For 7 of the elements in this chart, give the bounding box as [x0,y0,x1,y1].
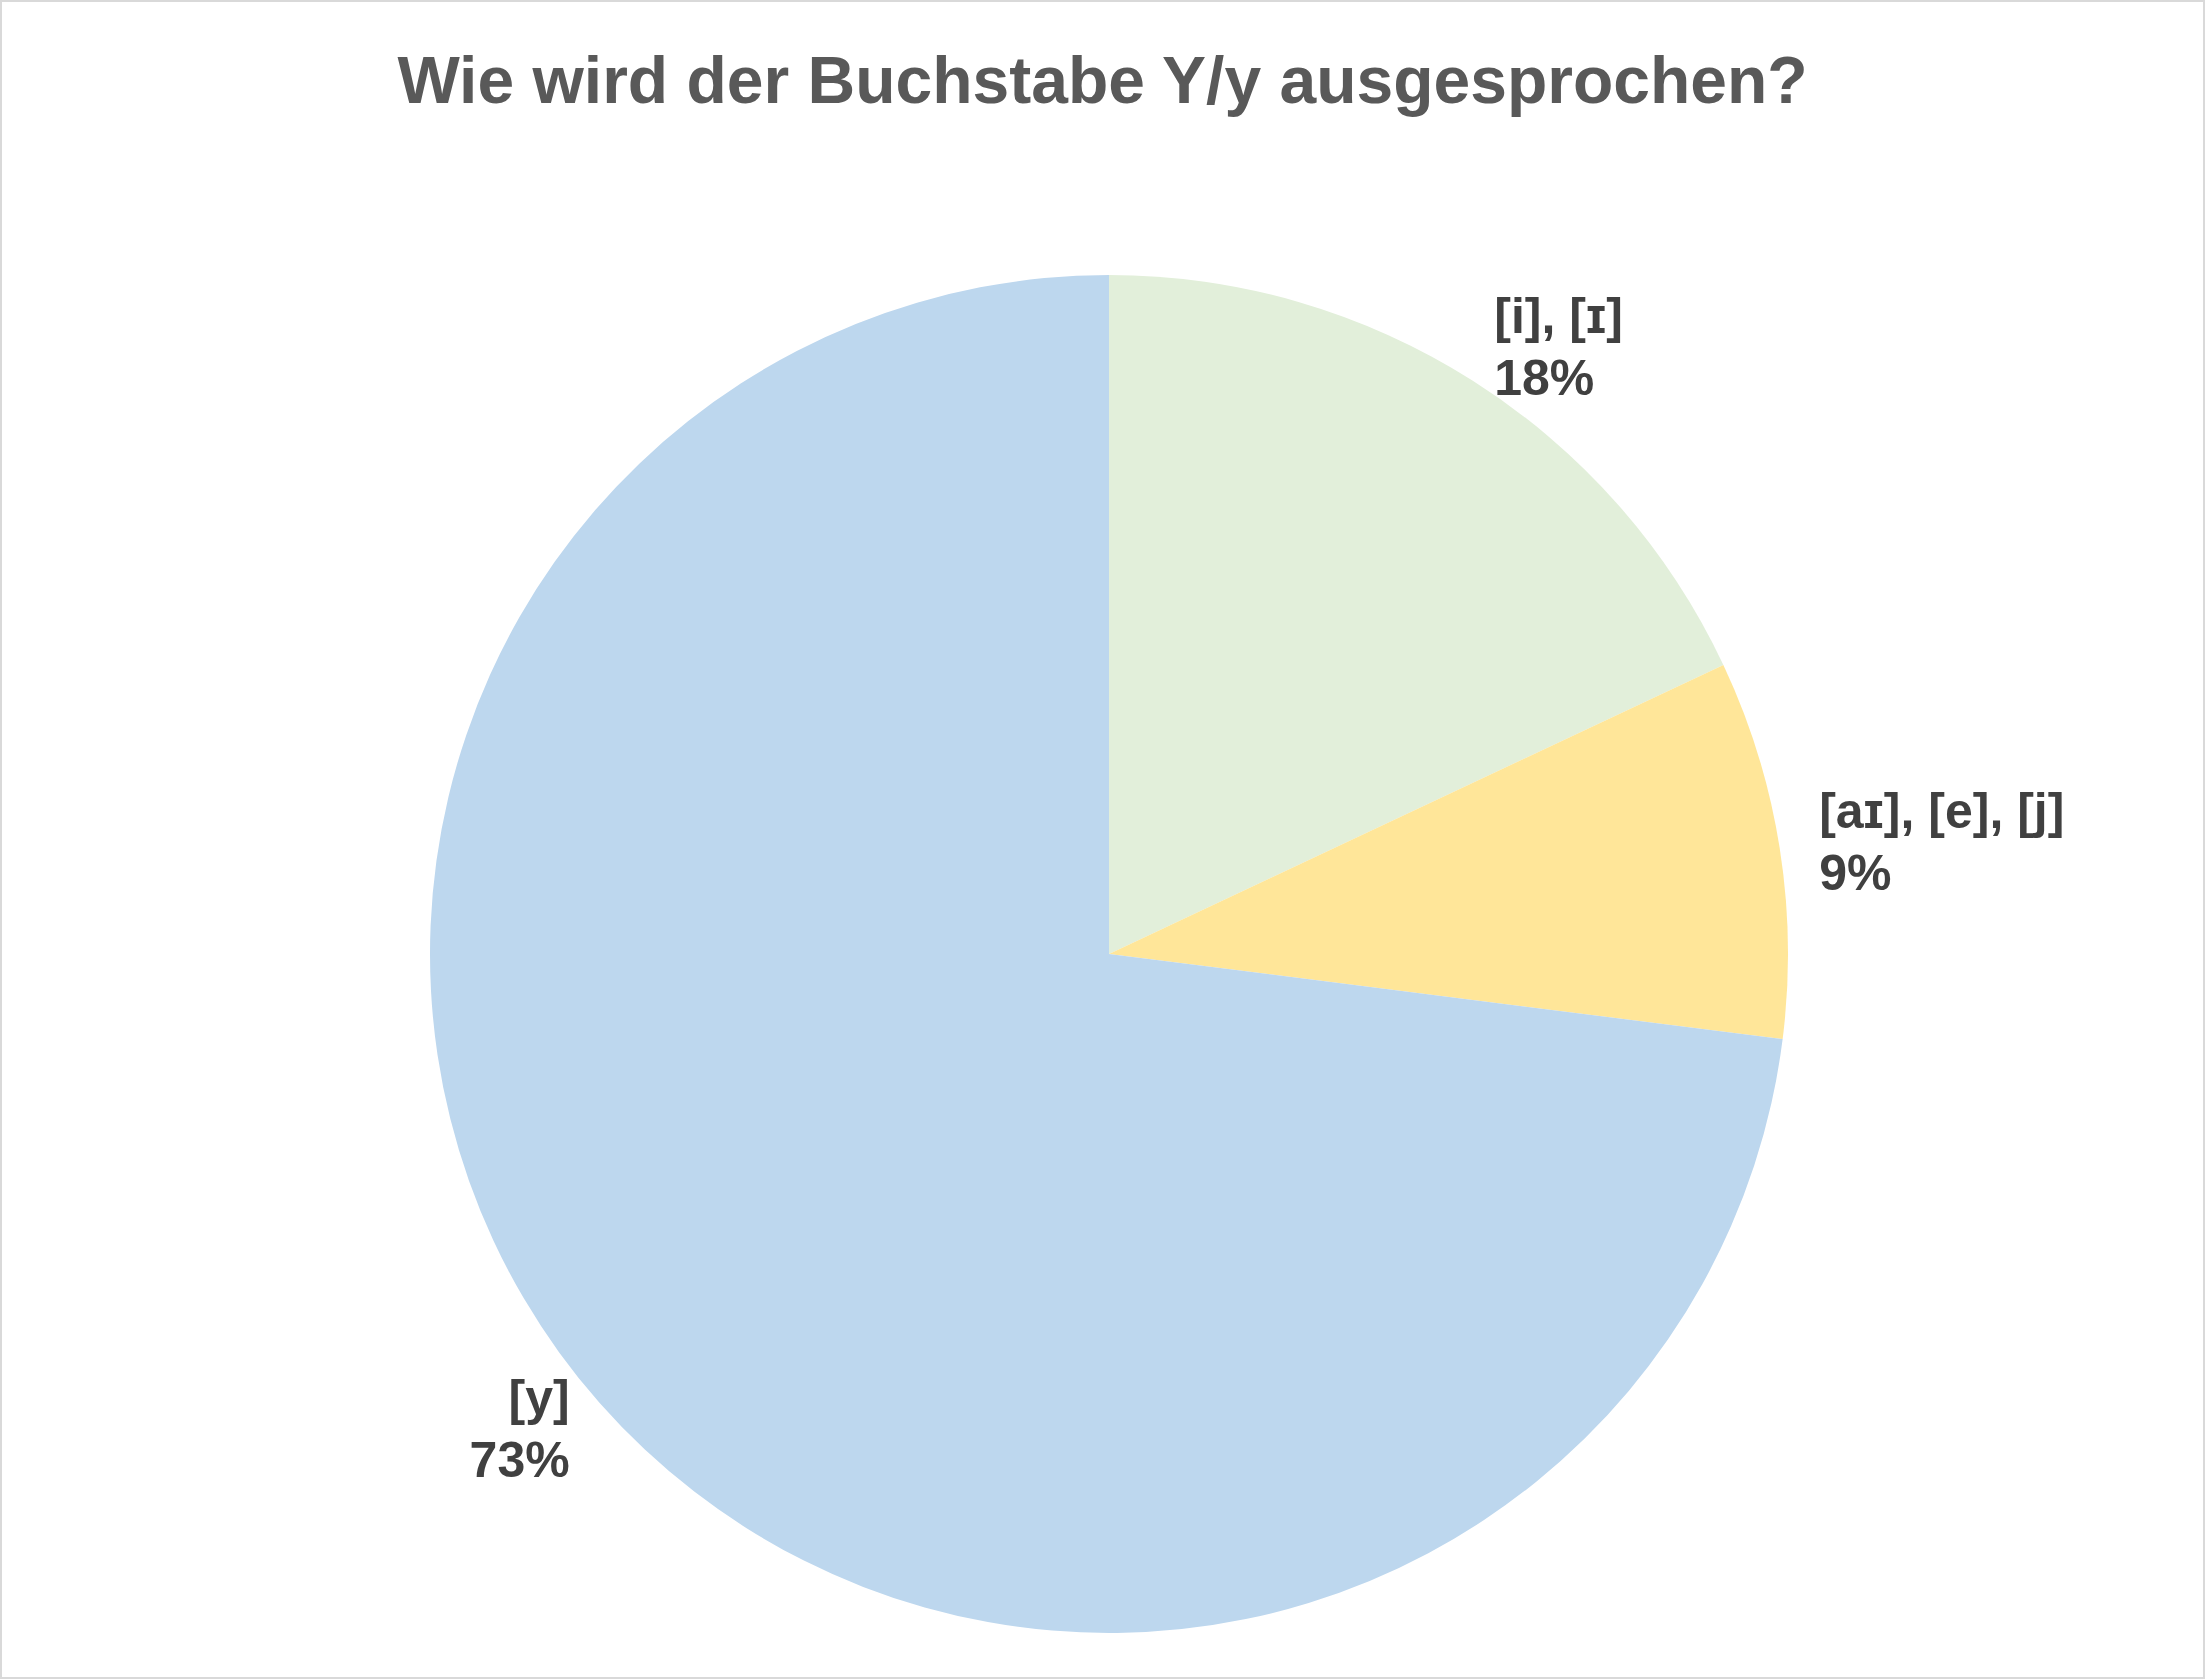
chart-title: Wie wird der Buchstabe Y/y ausgesprochen? [397,43,1808,117]
slice-label: [y] [508,1370,570,1427]
slice-label: [i], [ɪ] [1494,287,1623,344]
slice-label: [aɪ], [e], [j] [1819,782,2065,839]
data-label: 9% [1819,844,1892,901]
data-label: 73% [469,1432,570,1489]
data-label: 18% [1494,349,1595,406]
